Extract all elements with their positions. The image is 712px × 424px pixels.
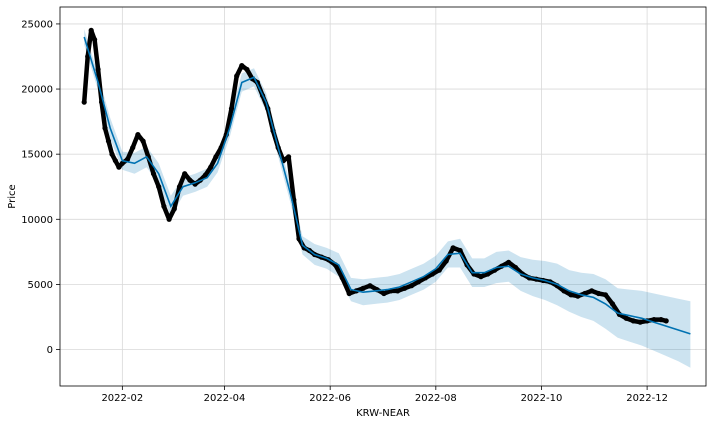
observed-point: [156, 184, 162, 190]
observed-point: [512, 264, 519, 271]
observed-point: [630, 318, 636, 324]
forecast-line: [83, 36, 691, 335]
observed-point: [228, 106, 235, 112]
x-tick-label: 2022-06: [309, 393, 351, 404]
observed-point: [182, 171, 188, 177]
forecast-line-layer: [83, 36, 691, 335]
observed-point: [130, 145, 136, 151]
forecast-band-layer: [84, 29, 691, 368]
x-tick-label: 2022-10: [521, 393, 563, 404]
x-tick-label: 2022-04: [204, 393, 246, 404]
observed-point: [436, 267, 442, 273]
observed-point: [171, 206, 177, 212]
observed-point: [663, 318, 669, 324]
observed-point: [140, 138, 146, 144]
observed-point: [402, 285, 408, 291]
observed-point: [395, 288, 401, 294]
observed-point: [658, 317, 664, 323]
x-axis-label: KRW-NEAR: [356, 408, 410, 419]
observed-point: [360, 285, 366, 291]
observed-point: [286, 154, 292, 160]
observed-point: [623, 315, 629, 321]
observed-point: [176, 184, 183, 190]
observed-point: [239, 63, 245, 69]
observed-point: [457, 247, 463, 254]
observed-point: [81, 99, 87, 105]
observed-point: [119, 160, 125, 166]
observed-point: [415, 279, 422, 285]
forecast-uncertainty-band: [84, 29, 691, 368]
observed-point: [443, 258, 449, 264]
observed-point: [478, 274, 484, 280]
observed-point: [381, 290, 387, 297]
observed-point: [112, 158, 118, 164]
observed-point: [166, 216, 172, 222]
observed-point: [506, 259, 512, 265]
y-tick-label: 15000: [21, 150, 53, 161]
observed-point: [568, 292, 574, 298]
observed-point: [589, 288, 595, 294]
y-tick-label: 20000: [21, 85, 53, 96]
observed-point: [150, 171, 157, 177]
observed-point: [637, 319, 643, 325]
observed-point: [95, 66, 101, 73]
observed-point: [596, 290, 602, 297]
plot-frame: [59, 6, 707, 387]
observed-point: [609, 301, 616, 307]
observed-point: [92, 37, 98, 43]
observed-point: [208, 164, 214, 170]
observed-point: [124, 156, 131, 162]
observed-point: [367, 283, 373, 289]
y-axis-label: Price: [7, 184, 18, 208]
x-tick-label: 2022-02: [101, 393, 143, 404]
observed-point: [102, 125, 108, 131]
observed-point: [116, 164, 122, 170]
y-tick-label: 5000: [28, 280, 53, 291]
observed-point: [135, 132, 141, 138]
y-tick-label: 25000: [21, 19, 53, 30]
y-tick-label: 0: [47, 345, 53, 356]
chart-grid: [60, 7, 706, 386]
observed-point: [346, 290, 352, 297]
observed-point: [485, 271, 491, 277]
observed-point: [187, 177, 193, 183]
y-tick-label: 10000: [21, 215, 53, 226]
observed-point: [339, 275, 345, 281]
observed-point: [602, 292, 609, 298]
x-tick-label: 2022-08: [415, 393, 457, 404]
observed-point: [409, 283, 415, 289]
x-axis-ticks: 2022-02 2022-04 2022-06 2022-08 2022-10 2022-…: [101, 386, 668, 404]
x-tick-label: 2022-12: [626, 393, 668, 404]
observed-point: [109, 151, 115, 157]
observed-point: [234, 73, 240, 79]
y-axis-ticks: 0 5000 10000 15000 20000 25000: [21, 19, 60, 356]
observed-point: [88, 27, 94, 33]
observed-point: [651, 317, 657, 323]
observed-point: [161, 203, 167, 209]
observed-point: [202, 172, 209, 178]
observed-point: [450, 245, 456, 251]
observed-point: [244, 66, 250, 73]
observed-point: [213, 154, 219, 160]
observed-point: [105, 138, 112, 144]
